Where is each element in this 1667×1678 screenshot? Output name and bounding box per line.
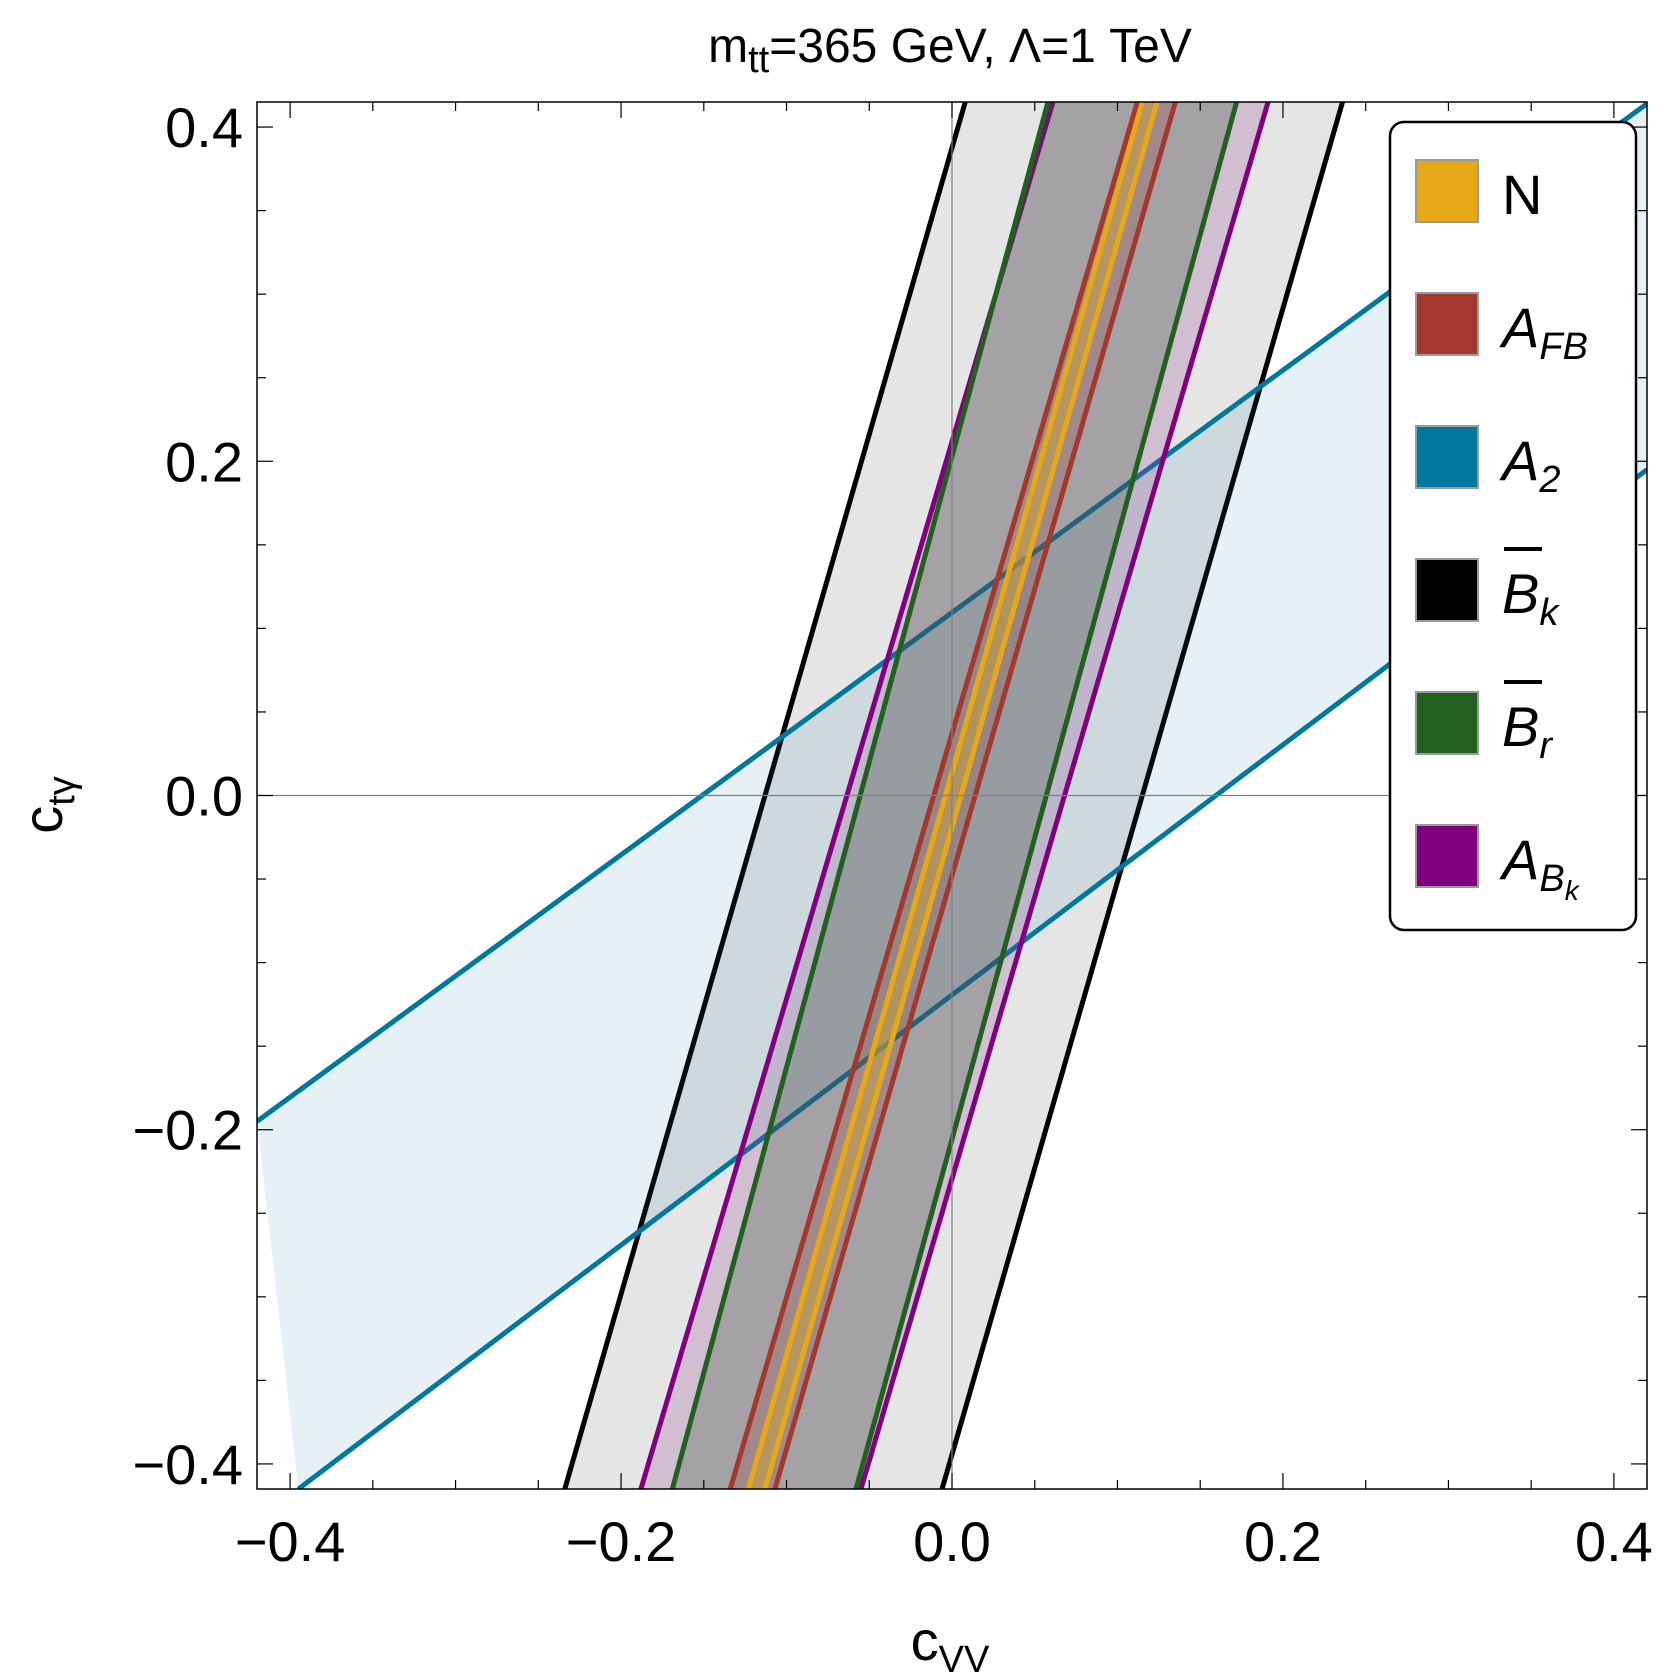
y-tick-label: −0.2 [132,1099,243,1162]
legend-item-Br: Br [1415,680,1553,767]
legend-swatch-AFB [1415,292,1479,356]
legend-swatch-Br [1415,691,1479,755]
legend-sub: r [1539,725,1553,767]
legend-item-N: N [1415,159,1542,226]
legend-main: B [1502,562,1539,625]
legend-sub: k [1539,592,1560,634]
legend-item-ABk: ABk [1415,824,1581,906]
legend-subsub: k [1565,875,1581,906]
legend-label-ABk: ABk [1499,828,1581,906]
legend-main: A [1499,828,1539,891]
chart-title: mtt=365 GeV, Λ=1 TeV [708,20,1192,81]
legend-label-AFB: AFB [1499,296,1588,368]
y-tick-label: 0.0 [165,765,243,828]
legend-label-A2: A2 [1499,429,1561,501]
legend-item-Bk: Bk [1415,547,1560,634]
legend-sub: FB [1539,326,1588,368]
legend-item-A2: A2 [1415,425,1561,501]
legend-main: A [1499,296,1539,359]
legend-swatch-A2 [1415,425,1479,489]
y-tick-label: −0.4 [132,1433,243,1496]
legend-sub: B [1539,858,1564,900]
x-tick-label: 0.4 [1575,1510,1653,1573]
legend-main: B [1502,695,1539,758]
legend-main: A [1499,429,1539,492]
x-tick-label: −0.2 [566,1510,677,1573]
legend-box [1388,120,1638,932]
y-tick-label: 0.2 [165,430,243,493]
legend-sub: 2 [1538,459,1560,501]
legend-label-Br: Br [1502,695,1553,767]
legend-main: N [1502,163,1542,226]
legend-swatch-Bk [1415,558,1479,622]
legend-label-Bk: Bk [1502,562,1560,634]
legend-swatch-ABk [1415,824,1479,888]
legend-item-AFB: AFB [1415,292,1588,368]
y-tick-label: 0.4 [165,96,243,159]
x-tick-label: 0.2 [1244,1510,1322,1573]
x-tick-label: 0.0 [913,1510,991,1573]
x-axis-title: cVV [911,1609,990,1678]
legend-label-N: N [1502,163,1542,226]
legend-swatch-N [1415,159,1479,223]
y-axis-title: ctγ [11,776,83,834]
x-tick-label: −0.4 [235,1510,346,1573]
